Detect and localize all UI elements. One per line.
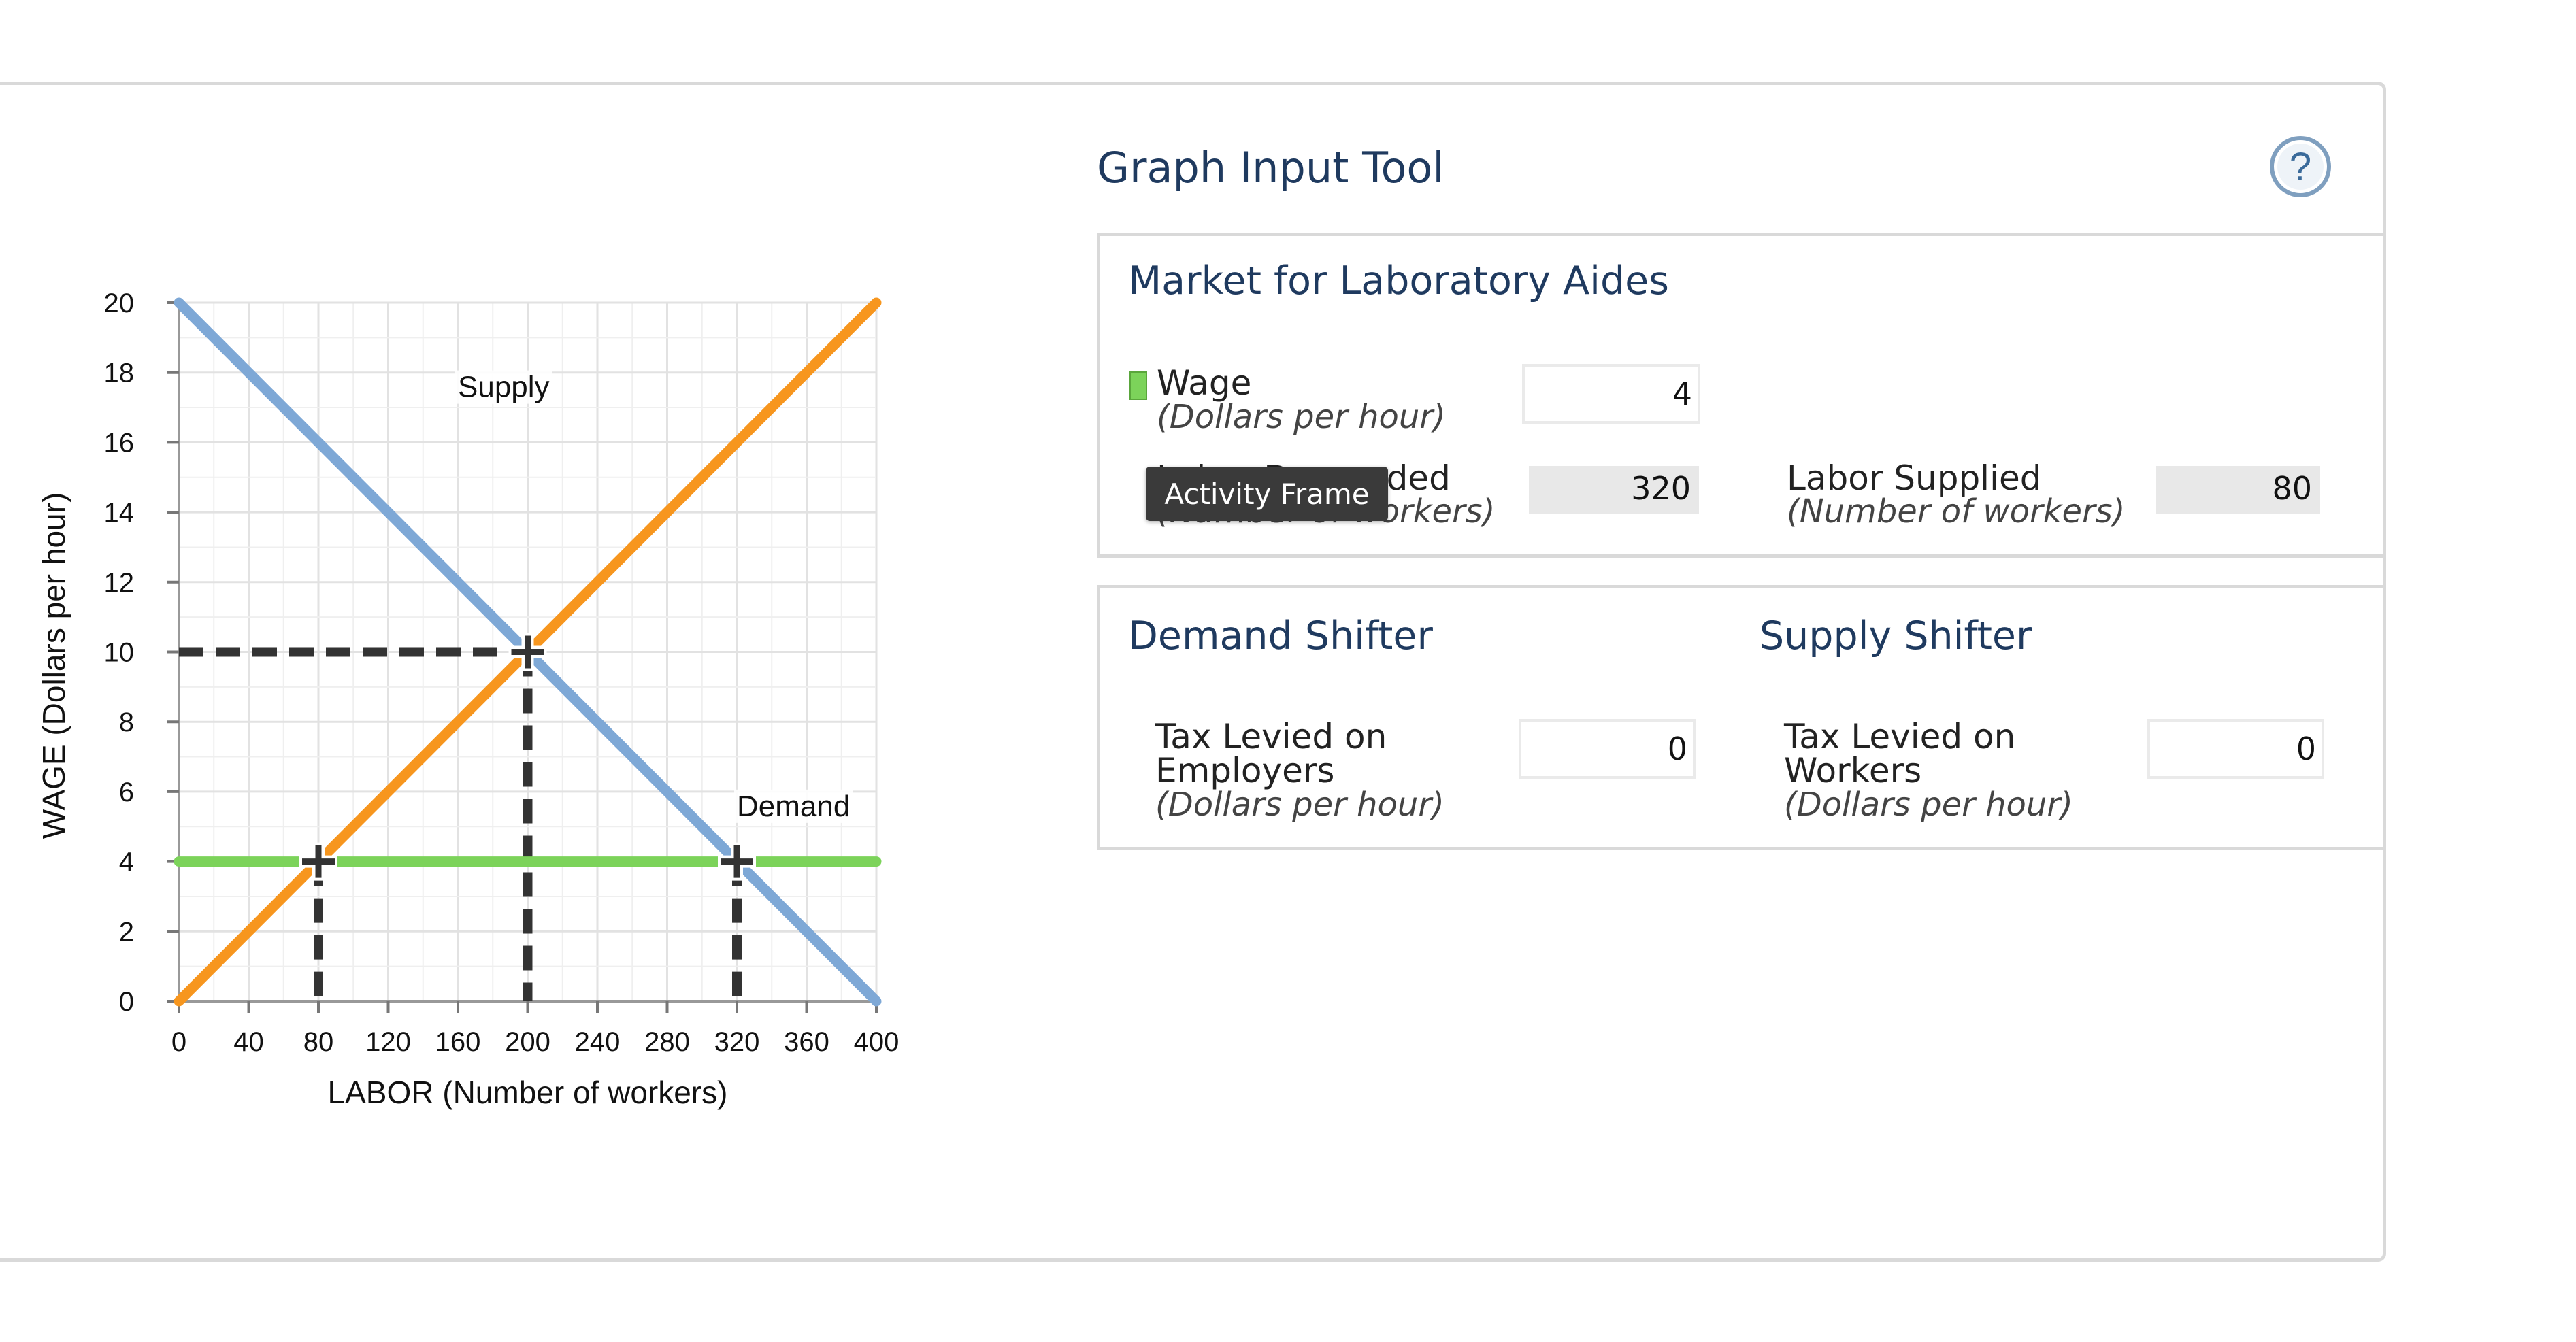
x-tick-label: 400: [854, 1027, 899, 1057]
demand-label: Demand: [737, 790, 850, 823]
supply-shifter-unit: (Dollars per hour): [1784, 786, 2073, 824]
labor-market-chart[interactable]: 0 40 80 120 160 200 240 280 320 360 400 0 2 4 6 8 10 12 14…: [0, 0, 953, 1156]
supply-shifter-label-line1: Tax Levied on: [1784, 717, 2016, 756]
intersection-marker[interactable]: [715, 840, 759, 884]
demand-shifter-label-line1: Tax Levied on: [1155, 717, 1387, 756]
x-tick-label: 40: [233, 1027, 264, 1057]
wage-label: Wage: [1157, 363, 1252, 403]
labor-supplied-value: 80: [2156, 466, 2320, 514]
y-tick-label: 12: [104, 568, 135, 598]
y-tick-label: 6: [119, 777, 134, 807]
intersection-marker[interactable]: [297, 840, 340, 884]
annotation-bg: [455, 370, 552, 404]
y-tick-label: 14: [104, 498, 135, 528]
supply-label: Supply: [458, 371, 550, 404]
y-tick-label: 0: [119, 987, 134, 1017]
x-tick-label: 360: [784, 1027, 829, 1057]
x-tick-label: 240: [575, 1027, 621, 1057]
labor-supplied-unit: (Number of workers): [1787, 492, 2126, 531]
help-button[interactable]: ?: [2270, 136, 2331, 197]
y-tick-label: 10: [104, 638, 135, 668]
wage-color-swatch-icon: [1129, 371, 1147, 400]
x-tick-label: 0: [171, 1027, 186, 1057]
chart-markers[interactable]: [297, 631, 759, 884]
reference-lines: [179, 647, 742, 1001]
x-tick-label: 280: [644, 1027, 690, 1057]
wage-unit: (Dollars per hour): [1157, 398, 1446, 436]
intersection-marker[interactable]: [506, 631, 550, 674]
x-tick-label: 200: [505, 1027, 550, 1057]
y-tick-label: 16: [104, 428, 135, 458]
wage-input[interactable]: [1522, 364, 1700, 424]
annotation-bg: [734, 789, 853, 823]
supply-shifter-label-line2: Workers: [1784, 751, 1922, 790]
x-tick-label: 80: [303, 1027, 334, 1057]
supply-shifter-title: Supply Shifter: [1760, 614, 2032, 658]
tax-on-employers-input[interactable]: [1519, 719, 1696, 779]
x-tick-label: 160: [435, 1027, 481, 1057]
y-tick-label: 18: [104, 358, 135, 388]
graph-input-tool-title: Graph Input Tool: [1097, 143, 1444, 192]
y-tick-label: 8: [119, 707, 134, 737]
question-mark-icon: ?: [2289, 144, 2312, 189]
market-title: Market for Laboratory Aides: [1128, 258, 1669, 303]
demand-shifter-label-line2: Employers: [1155, 751, 1335, 790]
labor-supplied-label: Labor Supplied: [1787, 458, 2042, 498]
activity-frame-tooltip: Activity Frame: [1146, 467, 1388, 521]
tax-on-workers-input[interactable]: [2147, 719, 2324, 779]
demand-shifter-title: Demand Shifter: [1128, 614, 1433, 658]
chart-labels: 0 40 80 120 160 200 240 280 320 360 400 0 2 4 6 8 10 12 14…: [36, 288, 899, 1110]
x-tick-label: 120: [365, 1027, 411, 1057]
y-tick-label: 2: [119, 917, 134, 947]
x-tick-label: 320: [714, 1027, 760, 1057]
y-axis-title: WAGE (Dollars per hour): [36, 492, 71, 839]
y-tick-label: 20: [104, 288, 135, 318]
shifter-panel: [1097, 585, 2383, 850]
x-axis-title: LABOR (Number of workers): [328, 1075, 728, 1110]
labor-demanded-value: 320: [1529, 466, 1699, 514]
y-tick-label: 4: [119, 848, 134, 877]
demand-shifter-unit: (Dollars per hour): [1155, 786, 1444, 824]
